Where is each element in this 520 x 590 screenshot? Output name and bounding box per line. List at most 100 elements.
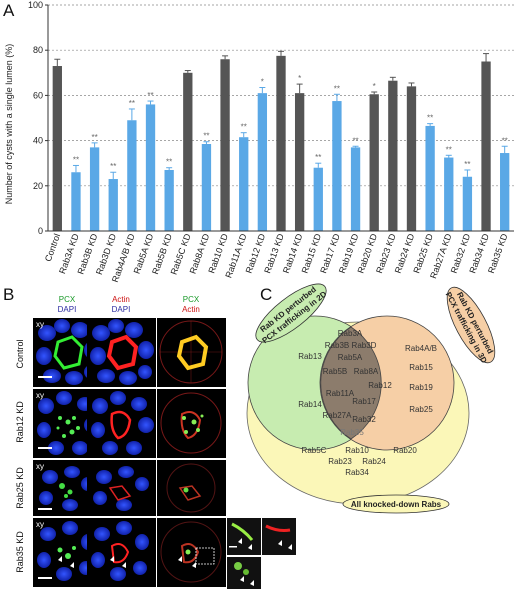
both-3: Rab5A <box>338 353 363 362</box>
scale-bar-row2 <box>38 447 52 449</box>
image-rab25-actin-dapi <box>87 460 156 516</box>
bar <box>350 147 361 231</box>
zoom-inset-pcx <box>227 557 261 589</box>
significance-mark: ** <box>464 160 470 169</box>
xy-tag-row4: xy <box>36 520 44 529</box>
image-control-pcx-actin <box>157 318 226 387</box>
bar <box>52 66 62 232</box>
left-only-1: Rab14 <box>298 400 322 409</box>
bar <box>294 93 305 231</box>
scale-bar-row1 <box>38 376 52 378</box>
bar <box>127 120 137 231</box>
bar <box>388 80 398 232</box>
both-10: Rab32 <box>352 415 376 424</box>
significance-mark: ** <box>73 155 79 164</box>
y-ticks: 0 20 40 60 80 100 <box>28 0 48 236</box>
significance-mark: ** <box>446 145 452 154</box>
both-1: Rab3B <box>325 341 349 350</box>
scale-bar-row3 <box>38 508 52 510</box>
bar <box>145 104 156 231</box>
image-control-actin-dapi <box>87 318 156 387</box>
y-tick-label: 0 <box>38 226 43 236</box>
column-header-1-0: Actin <box>112 295 130 304</box>
image-rab12-actin-dapi <box>87 389 156 458</box>
significance-mark: ** <box>166 158 172 167</box>
bar <box>220 59 230 231</box>
image-rab12-pcx-actin <box>157 389 226 458</box>
outer-1: Rab10 <box>345 446 369 455</box>
scale-bar-row4 <box>38 577 52 579</box>
significance-mark: * <box>373 82 376 91</box>
bar <box>444 157 454 231</box>
panel-a-letter: A <box>3 1 15 20</box>
venn-diagram: Rab KD perturbed PCX trafficking in 2D R… <box>246 283 496 514</box>
x-tick-label: Control <box>43 232 62 263</box>
y-tick-label: 20 <box>33 181 43 191</box>
column-header-0-0: PCX <box>59 295 76 304</box>
bar <box>257 93 268 231</box>
significance-mark: ** <box>352 136 358 145</box>
bar <box>425 125 435 231</box>
significance-mark: * <box>298 74 301 83</box>
bar <box>183 72 193 231</box>
both-9: Rab27A <box>323 411 353 420</box>
outer-2: Rab20 <box>393 446 417 455</box>
bar <box>462 176 473 231</box>
significance-mark: ** <box>110 162 116 171</box>
row-label-control: Control <box>15 339 25 368</box>
y-tick-label: 40 <box>33 136 43 146</box>
zoom-inset-actin <box>262 518 296 555</box>
significance-marks: ***************** **************** <box>73 74 508 171</box>
right-only-1: Rab15 <box>409 363 433 372</box>
column-header-2-1: Actin <box>182 305 200 314</box>
y-tick-label: 80 <box>33 45 43 55</box>
significance-mark: ** <box>315 153 321 162</box>
bar <box>239 137 249 231</box>
right-only-3: Rab25 <box>409 405 433 414</box>
bar <box>201 143 212 231</box>
left-only-0: Rab13 <box>298 352 322 361</box>
column-header-1-1: DAPI <box>112 305 131 314</box>
bar <box>332 101 342 231</box>
significance-mark: ** <box>91 133 97 142</box>
outer-3: Rab23 <box>328 457 352 466</box>
column-header-2-0: PCX <box>183 295 200 304</box>
bar <box>406 86 417 231</box>
panel-c-letter: C <box>260 285 272 304</box>
image-rab35-pcx-actin <box>157 518 226 587</box>
both-8: Rab17 <box>352 397 376 406</box>
significance-mark: ** <box>147 91 153 100</box>
both-4: Rab5B <box>323 367 347 376</box>
zoom-box <box>195 547 215 565</box>
bar <box>369 94 379 232</box>
bar <box>276 55 286 231</box>
y-tick-label: 100 <box>28 0 43 10</box>
xy-tag-row3: xy <box>36 462 44 471</box>
right-only-0: Rab4A/B <box>405 344 437 353</box>
significance-mark: ** <box>502 136 508 145</box>
bar <box>71 172 81 231</box>
bar <box>481 61 491 231</box>
bar-chart: Number of cysts with a single lumen (%) … <box>4 0 514 284</box>
all-rabs-label-bubble <box>342 494 450 514</box>
significance-mark: ** <box>241 123 247 132</box>
y-axis-label: Number of cysts with a single lumen (%) <box>4 44 14 205</box>
xy-tag-row1: xy <box>36 320 44 329</box>
significance-mark: * <box>261 77 264 86</box>
row-label-rab25: Rab25 KD <box>15 467 25 509</box>
both-2: Rab3D <box>352 341 377 350</box>
significance-mark: ** <box>334 84 340 93</box>
bars <box>52 55 510 232</box>
outer-4: Rab24 <box>362 457 386 466</box>
intersection-region <box>320 326 382 440</box>
panel-b-letter: B <box>3 285 14 304</box>
xy-tag-row2: xy <box>36 391 44 400</box>
error-bars <box>54 50 508 180</box>
image-rab35-actin-dapi <box>87 518 156 587</box>
both-6: Rab12 <box>368 381 392 390</box>
bar <box>164 169 174 231</box>
column-header-0-1: DAPI <box>58 305 77 314</box>
outer-5: Rab34 <box>345 468 369 477</box>
